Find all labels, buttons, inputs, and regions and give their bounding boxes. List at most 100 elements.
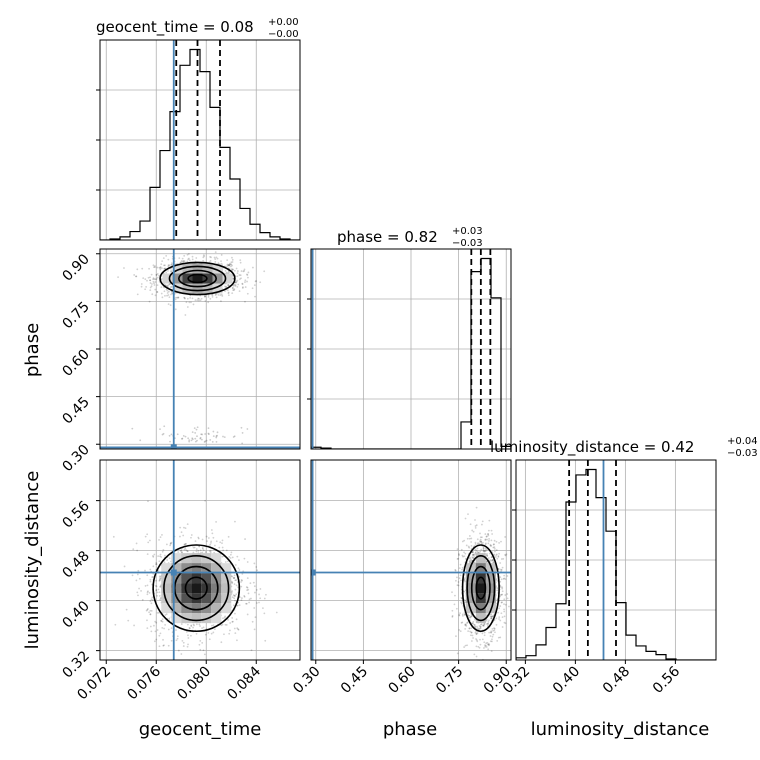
scatter-point	[492, 615, 495, 617]
scatter-point	[497, 636, 500, 639]
scatter-point	[475, 633, 478, 635]
scatter-point	[488, 631, 491, 634]
scatter-point	[148, 611, 150, 614]
scatter-point	[233, 289, 235, 291]
scatter-point	[195, 548, 198, 551]
scatter-point	[186, 550, 189, 552]
scatter-point	[245, 602, 248, 605]
scatter-point	[233, 577, 235, 579]
scatter-point	[212, 435, 215, 438]
scatter-point	[255, 602, 258, 604]
scatter-point	[170, 661, 172, 663]
contour-3	[152, 544, 241, 633]
scatter-point	[183, 296, 186, 299]
scatter-point	[474, 631, 477, 634]
scatter-point	[492, 543, 495, 546]
scatter-point	[237, 586, 239, 589]
density-cell	[211, 613, 222, 624]
scatter-point	[487, 622, 489, 625]
scatter-point	[212, 631, 215, 634]
scatter-point	[224, 561, 227, 563]
scatter-point	[463, 577, 466, 580]
scatter-point	[468, 614, 471, 617]
scatter-point	[170, 290, 173, 293]
scatter-point	[247, 592, 250, 595]
histogram-luminosity_distance	[516, 460, 716, 660]
scatter-point	[501, 590, 504, 593]
scatter-point	[123, 565, 126, 568]
density-cell	[192, 263, 203, 274]
scatter-point	[504, 603, 507, 606]
scatter-point	[167, 303, 170, 306]
scatter-point	[201, 627, 203, 630]
scatter-point	[224, 285, 226, 288]
scatter-point	[178, 257, 181, 260]
scatter-point	[499, 619, 502, 622]
density-cell	[202, 263, 213, 274]
scatter-point	[123, 267, 125, 269]
scatter-point	[491, 533, 494, 535]
scatter-point	[489, 543, 492, 546]
scatter-point	[230, 263, 233, 266]
scatter-point	[488, 540, 490, 542]
scatter-point	[223, 616, 226, 619]
scatter-point	[215, 521, 217, 523]
scatter-point	[142, 277, 145, 280]
scatter-point	[184, 527, 187, 529]
scatter-point	[156, 629, 159, 631]
scatter-point	[144, 288, 147, 291]
scatter-point	[225, 624, 228, 626]
density-cell	[465, 573, 476, 584]
scatter-point	[476, 550, 479, 553]
scatter-point	[453, 603, 456, 606]
scatter-point	[501, 566, 504, 569]
scatter-point	[234, 281, 237, 284]
scatter-point	[463, 579, 466, 582]
scatter-point	[233, 283, 236, 286]
scatter-point	[475, 633, 478, 635]
scatter-point	[483, 624, 485, 627]
scatter-point	[205, 535, 208, 538]
scatter-point	[479, 538, 482, 541]
scatter-point	[254, 591, 256, 594]
scatter-point	[458, 614, 461, 617]
density-cell	[475, 583, 486, 594]
y-tick-label-phase: 0.60	[59, 347, 92, 380]
scatter-point	[485, 554, 488, 556]
scatter-point	[501, 626, 504, 628]
scatter-point	[184, 435, 187, 438]
scatter-point	[239, 278, 241, 280]
scatter-point	[465, 624, 468, 627]
scatter-point	[484, 645, 487, 648]
scatter-point	[202, 549, 205, 552]
density-cell	[221, 583, 232, 594]
scatter-point	[219, 541, 222, 544]
scatter-point	[136, 549, 139, 552]
scatter-point	[456, 584, 459, 587]
scatter-point	[180, 653, 183, 655]
scatter-point	[461, 568, 463, 571]
scatter-point	[241, 432, 244, 434]
scatter-point	[472, 530, 475, 533]
scatter-point	[221, 539, 224, 542]
scatter-point	[481, 536, 483, 539]
scatter-point	[207, 294, 210, 297]
scatter-point	[157, 569, 160, 572]
scatter-point	[152, 278, 154, 281]
scatter-point	[146, 593, 149, 596]
scatter-point	[506, 575, 509, 577]
density-cell	[201, 613, 212, 624]
scatter-point	[156, 594, 158, 597]
scatter-point	[162, 638, 164, 641]
scatter-point	[144, 585, 147, 587]
scatter-point	[490, 630, 493, 633]
scatter-point	[247, 276, 249, 279]
scatter-point	[227, 283, 230, 286]
scatter-point	[231, 596, 234, 599]
scatter-point	[486, 641, 489, 644]
scatter-point	[243, 595, 246, 598]
scatter-point	[211, 441, 214, 443]
scatter-point	[149, 279, 152, 282]
scatter-point	[180, 531, 183, 534]
scatter-point	[264, 639, 267, 642]
